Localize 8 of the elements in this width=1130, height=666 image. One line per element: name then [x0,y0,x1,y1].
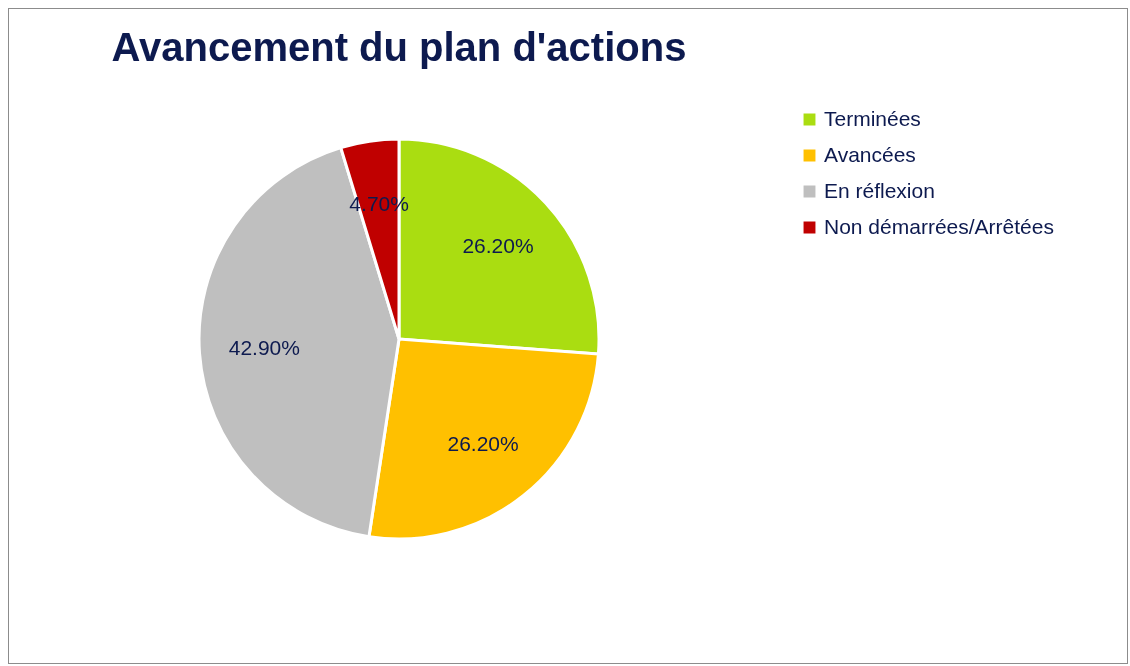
chart-title: Avancement du plan d'actions [111,25,687,69]
data-label: 42.90% [228,335,300,359]
legend-label: En réflexion [824,178,935,202]
legend-label: Avancées [824,142,916,166]
data-label: 26.20% [462,234,534,258]
data-label: 26.20% [447,431,519,455]
legend-label: Terminées [824,106,921,130]
legend-label: Non démarrées/Arrêtées [824,214,1054,238]
